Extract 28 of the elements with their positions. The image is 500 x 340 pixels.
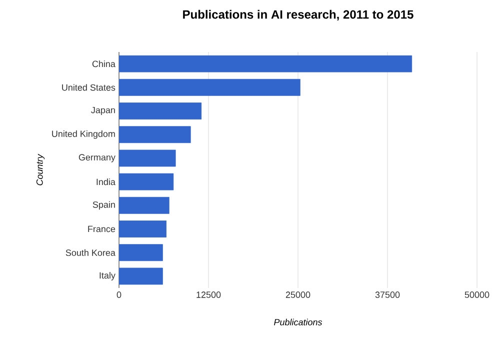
- x-tick-label: 25000: [286, 292, 310, 298]
- y-tick-label: United Kingdom: [52, 130, 115, 139]
- x-tick-label: 50000: [464, 292, 490, 298]
- bar: [119, 268, 163, 285]
- bar: [119, 220, 166, 238]
- bar: [119, 126, 191, 144]
- x-tick-label: 37500: [375, 292, 400, 298]
- bar: [119, 55, 412, 72]
- y-tick-label: Germany: [78, 154, 116, 162]
- bar: [119, 244, 163, 262]
- x-tick-label: 12500: [196, 292, 221, 298]
- y-tick-label: France: [88, 226, 116, 232]
- bar: [119, 196, 170, 214]
- y-tick-label: India: [96, 178, 116, 186]
- bar: [119, 150, 176, 167]
- bar: [119, 102, 202, 120]
- bar: [119, 173, 174, 190]
- y-tick-label: Japan: [91, 106, 115, 116]
- bar: [119, 78, 300, 96]
- x-tick-label: 0: [116, 292, 122, 298]
- y-axis-title: Country: [36, 154, 45, 186]
- y-tick-label: China: [92, 60, 116, 68]
- chart-title: Publications in AI research, 2011 to 2015: [183, 10, 414, 20]
- y-tick-label: Italy: [100, 272, 116, 280]
- x-axis-title: Publications: [274, 318, 322, 326]
- y-tick-label: Spain: [92, 201, 115, 210]
- y-tick-label: United States: [62, 84, 116, 91]
- y-tick-label: South Korea: [66, 249, 116, 256]
